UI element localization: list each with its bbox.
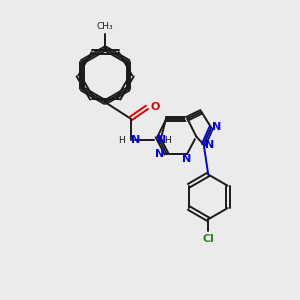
Text: CH₃: CH₃ xyxy=(97,22,113,31)
Text: N: N xyxy=(157,135,166,145)
Text: N: N xyxy=(205,140,214,150)
Text: N: N xyxy=(212,122,221,132)
Text: O: O xyxy=(151,102,160,112)
Text: H: H xyxy=(118,136,124,145)
Text: Cl: Cl xyxy=(202,234,214,244)
Text: N: N xyxy=(155,148,164,159)
Text: N: N xyxy=(182,154,191,164)
Text: H: H xyxy=(164,136,171,145)
Text: N: N xyxy=(131,135,140,145)
